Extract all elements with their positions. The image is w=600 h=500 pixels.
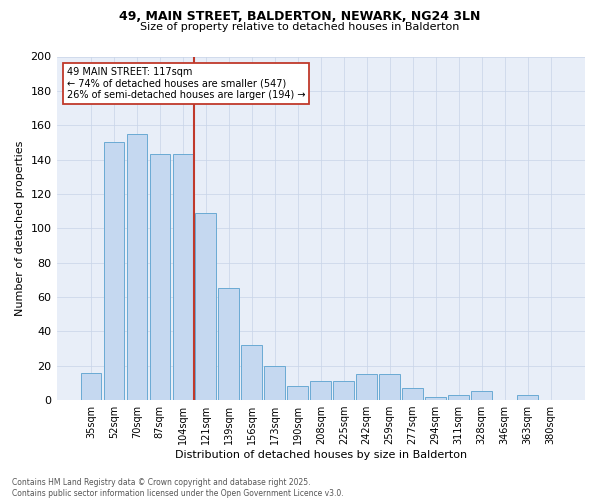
Bar bbox=[196, 213, 216, 400]
Bar bbox=[472, 392, 492, 400]
Bar bbox=[127, 134, 147, 400]
Bar bbox=[379, 374, 400, 400]
Text: Size of property relative to detached houses in Balderton: Size of property relative to detached ho… bbox=[140, 22, 460, 32]
Text: Contains HM Land Registry data © Crown copyright and database right 2025.
Contai: Contains HM Land Registry data © Crown c… bbox=[12, 478, 344, 498]
Bar bbox=[310, 381, 331, 400]
Bar bbox=[218, 288, 239, 400]
X-axis label: Distribution of detached houses by size in Balderton: Distribution of detached houses by size … bbox=[175, 450, 467, 460]
Bar bbox=[448, 395, 469, 400]
Bar bbox=[287, 386, 308, 400]
Bar bbox=[403, 388, 423, 400]
Y-axis label: Number of detached properties: Number of detached properties bbox=[15, 140, 25, 316]
Bar bbox=[104, 142, 124, 400]
Text: 49, MAIN STREET, BALDERTON, NEWARK, NG24 3LN: 49, MAIN STREET, BALDERTON, NEWARK, NG24… bbox=[119, 10, 481, 23]
Bar bbox=[80, 372, 101, 400]
Text: 49 MAIN STREET: 117sqm
← 74% of detached houses are smaller (547)
26% of semi-de: 49 MAIN STREET: 117sqm ← 74% of detached… bbox=[67, 67, 305, 100]
Bar bbox=[265, 366, 285, 400]
Bar bbox=[334, 381, 354, 400]
Bar bbox=[241, 345, 262, 400]
Bar bbox=[517, 395, 538, 400]
Bar bbox=[149, 154, 170, 400]
Bar bbox=[425, 396, 446, 400]
Bar bbox=[173, 154, 193, 400]
Bar bbox=[356, 374, 377, 400]
